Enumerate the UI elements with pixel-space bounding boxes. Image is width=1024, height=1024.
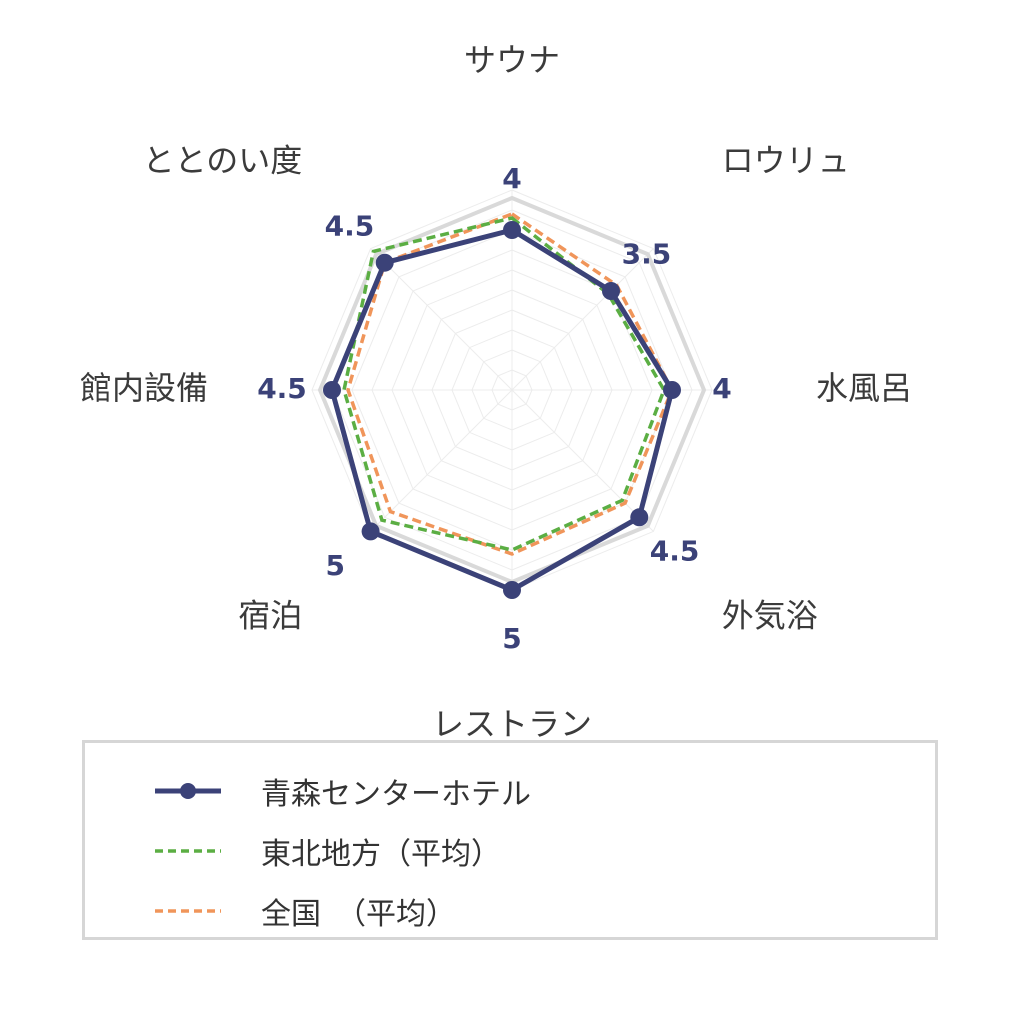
grid-spoke — [370, 248, 513, 391]
series-point-0-1 — [602, 282, 620, 300]
value-label-3: 4.5 — [650, 535, 700, 568]
legend-swatch-national — [155, 909, 221, 913]
value-label-5: 5 — [325, 549, 344, 582]
series-point-0-4 — [503, 581, 521, 599]
value-labels: 4 3.5 4 4.5 5 5 4.5 4.5 — [257, 162, 732, 655]
value-label-1: 3.5 — [622, 238, 672, 271]
series-point-0-6 — [323, 381, 341, 399]
radar-grid — [311, 189, 713, 591]
axis-label-0: サウナ — [464, 41, 560, 79]
grid-spoke — [511, 389, 654, 532]
value-label-2: 4 — [712, 372, 731, 405]
legend-label-national: 全国 （平均） — [261, 897, 456, 932]
value-label-4: 5 — [502, 622, 521, 655]
series-line-2 — [346, 212, 674, 556]
value-label-7: 4.5 — [325, 209, 375, 242]
legend-item-tohoku[interactable]: 東北地方（平均） — [85, 821, 935, 881]
axis-label-1: ロウリュ — [722, 141, 850, 179]
grid-spoke — [511, 248, 654, 391]
value-label-6: 4.5 — [257, 372, 307, 405]
series-point-0-7 — [375, 253, 394, 272]
legend-label-tohoku: 東北地方（平均） — [261, 837, 501, 872]
grid-spoke — [370, 389, 513, 532]
series-point-0-5 — [361, 522, 380, 541]
axis-label-5: 宿泊 — [238, 597, 302, 635]
legend-swatch-aomori — [155, 783, 221, 799]
legend-item-national[interactable]: 全国 （平均） — [85, 881, 935, 941]
legend-item-aomori[interactable]: 青森センターホテル — [85, 761, 935, 821]
series-layer — [323, 212, 681, 599]
axis-label-7: ととのい度 — [143, 141, 303, 179]
series-point-0-2 — [663, 381, 681, 399]
axis-label-2: 水風呂 — [816, 369, 912, 407]
value-label-0: 4 — [502, 162, 521, 195]
axis-label-4: レストラン — [432, 705, 592, 743]
legend: 青森センターホテル 東北地方（平均） 全国 （平均） — [82, 740, 938, 940]
legend-swatch-tohoku — [155, 849, 221, 853]
series-point-0-0 — [503, 221, 521, 239]
series-point-0-3 — [630, 508, 649, 527]
axis-label-6: 館内設備 — [80, 369, 208, 407]
legend-label-aomori: 青森センターホテル — [261, 777, 531, 812]
series-line-1 — [342, 216, 666, 552]
axis-label-3: 外気浴 — [722, 597, 818, 635]
